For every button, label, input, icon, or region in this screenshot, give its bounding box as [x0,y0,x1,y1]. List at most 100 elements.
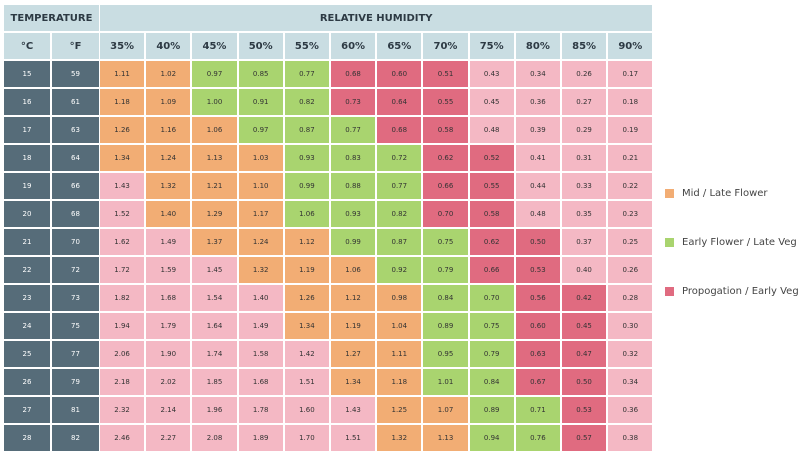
vpd-value: 0.50 [562,369,607,395]
vpd-value: 1.03 [238,145,283,171]
vpd-value: 1.29 [192,201,237,227]
vpd-value: 1.07 [423,397,468,423]
vpd-value: 0.27 [562,89,607,115]
vpd-value: 0.73 [331,89,376,115]
vpd-value: 0.30 [608,313,653,339]
celsius: 20 [4,201,50,227]
vpd-value: 1.59 [146,257,191,283]
vpd-value: 1.13 [192,145,237,171]
vpd-value: 2.06 [100,341,145,367]
vpd-value: 0.37 [562,229,607,255]
vpd-value: 1.43 [100,173,145,199]
legend-item: Early Flower / Late Veg [665,237,797,248]
vpd-value: 1.82 [100,285,145,311]
vpd-value: 0.97 [238,117,283,143]
vpd-value: 2.02 [146,369,191,395]
vpd-value: 0.26 [608,257,653,283]
vpd-value: 1.60 [284,397,329,423]
vpd-value: 1.06 [192,117,237,143]
vpd-value: 1.85 [192,369,237,395]
vpd-value: 0.58 [423,117,468,143]
vpd-value: 0.79 [423,257,468,283]
humidity-column: 35% [100,33,145,59]
vpd-value: 1.51 [331,425,376,451]
vpd-value: 0.94 [469,425,514,451]
vpd-value: 0.66 [469,257,514,283]
celsius: 21 [4,229,50,255]
vpd-value: 1.78 [238,397,283,423]
humidity-column: 75% [469,33,514,59]
vpd-value: 0.77 [284,61,329,87]
vpd-value: 1.24 [146,145,191,171]
fahrenheit: 64 [52,145,99,171]
celsius: 17 [4,117,50,143]
vpd-value: 1.32 [377,425,422,451]
vpd-value: 0.85 [238,61,283,87]
vpd-value: 1.68 [238,369,283,395]
vpd-value: 0.75 [423,229,468,255]
vpd-value: 0.45 [469,89,514,115]
vpd-value: 0.53 [562,397,607,423]
vpd-value: 0.52 [469,145,514,171]
humidity-column: 90% [608,33,653,59]
vpd-value: 1.40 [146,201,191,227]
vpd-value: 0.36 [608,397,653,423]
celsius: 24 [4,313,50,339]
vpd-value: 0.53 [515,257,560,283]
vpd-value: 1.11 [377,341,422,367]
celsius: 22 [4,257,50,283]
humidity-column: 70% [423,33,468,59]
vpd-value: 1.16 [146,117,191,143]
vpd-value: 0.50 [515,229,560,255]
vpd-value: 1.18 [377,369,422,395]
vpd-value: 1.34 [331,369,376,395]
humidity-column: 55% [284,33,329,59]
vpd-value: 0.84 [423,285,468,311]
vpd-value: 1.19 [284,257,329,283]
vpd-value: 0.64 [377,89,422,115]
vpd-value: 1.32 [146,173,191,199]
vpd-value: 1.90 [146,341,191,367]
vpd-value: 1.51 [284,369,329,395]
vpd-value: 1.24 [238,229,283,255]
vpd-value: 0.99 [284,173,329,199]
vpd-value: 0.28 [608,285,653,311]
vpd-value: 1.21 [192,173,237,199]
vpd-value: 0.77 [377,173,422,199]
vpd-value: 1.49 [146,229,191,255]
celsius: 23 [4,285,50,311]
vpd-value: 1.70 [284,425,329,451]
legend-label: Propogation / Early Veg [682,286,799,297]
legend-swatch [665,189,674,198]
vpd-value: 0.99 [331,229,376,255]
fahrenheit: 59 [52,61,99,87]
vpd-value: 0.68 [331,61,376,87]
vpd-value: 0.92 [377,257,422,283]
vpd-value: 1.40 [238,285,283,311]
vpd-value: 0.35 [562,201,607,227]
vpd-value: 1.06 [331,257,376,283]
vpd-value: 0.36 [515,89,560,115]
humidity-column: 45% [192,33,237,59]
vpd-value: 0.70 [469,285,514,311]
vpd-value: 1.68 [146,285,191,311]
vpd-value: 1.02 [146,61,191,87]
fahrenheit: 61 [52,89,99,115]
vpd-value: 0.31 [562,145,607,171]
vpd-value: 1.96 [192,397,237,423]
humidity-column: 50% [238,33,283,59]
vpd-value: 1.12 [284,229,329,255]
vpd-value: 0.67 [515,369,560,395]
vpd-value: 1.27 [331,341,376,367]
vpd-value: 1.42 [284,341,329,367]
temperature-header: TEMPERATURE [4,5,99,31]
fahrenheit: 68 [52,201,99,227]
celsius: 18 [4,145,50,171]
vpd-value: 0.66 [423,173,468,199]
vpd-value: 0.33 [562,173,607,199]
vpd-value: 0.87 [284,117,329,143]
vpd-value: 0.29 [562,117,607,143]
vpd-value: 1.04 [377,313,422,339]
fahrenheit-header: °F [52,33,99,59]
vpd-value: 0.93 [284,145,329,171]
